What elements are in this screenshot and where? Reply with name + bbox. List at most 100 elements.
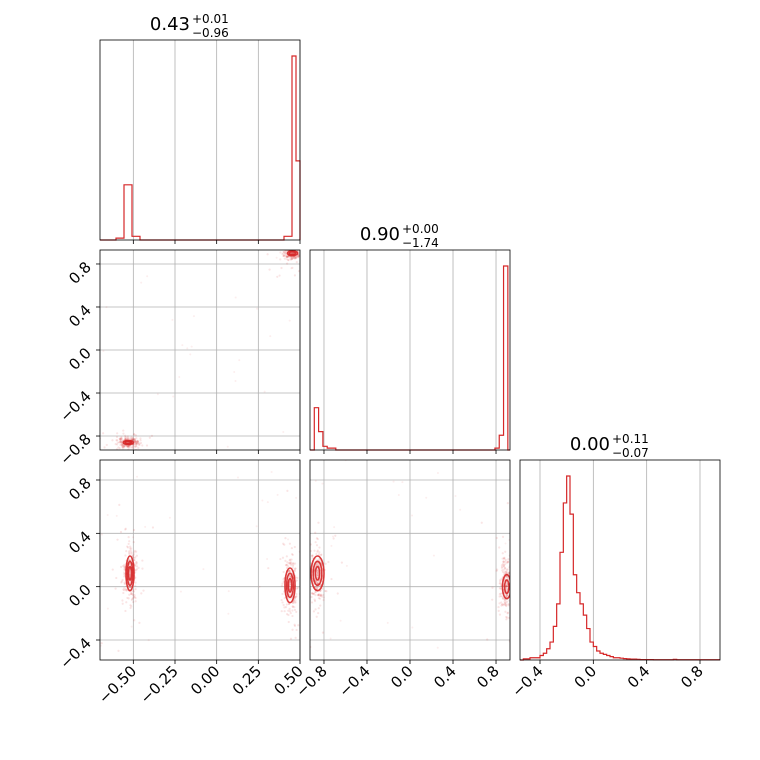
scatter-point: [288, 542, 292, 545]
scatter-point: [297, 624, 300, 627]
scatter-point: [271, 236, 273, 238]
scatter-outlier: [238, 359, 241, 362]
scatter-point: [125, 589, 128, 592]
x-tick-label: 0.4: [430, 662, 460, 692]
scatter-point: [500, 564, 504, 567]
scatter-point: [124, 588, 127, 591]
scatter-point: [504, 558, 507, 562]
scatter-point: [504, 584, 508, 587]
scatter-point: [284, 606, 288, 609]
scatter-point: [141, 559, 144, 562]
scatter-point: [319, 594, 322, 598]
scatter-point: [119, 530, 123, 534]
scatter-point: [105, 443, 108, 447]
scatter-point: [314, 591, 317, 594]
scatter-point: [295, 592, 298, 596]
scatter-point: [506, 568, 509, 571]
scatter-point: [511, 591, 513, 593]
scatter-point: [293, 568, 296, 571]
scatter-point: [501, 597, 505, 600]
scatter-point: [289, 612, 292, 615]
scatter-point: [523, 547, 525, 549]
scatter-point: [310, 595, 313, 599]
scatter-point: [497, 605, 500, 609]
scatter-point: [512, 581, 514, 583]
scatter-outlier: [333, 526, 336, 529]
scatter-point: [134, 550, 138, 553]
scatter-point: [119, 438, 122, 441]
scatter-point: [136, 439, 139, 442]
scatter-point: [295, 595, 298, 598]
scatter-point: [285, 250, 288, 252]
scatter-point: [502, 568, 505, 571]
scatter-outlier: [401, 481, 404, 484]
scatter-point: [142, 589, 145, 592]
scatter-point: [504, 601, 507, 604]
scatter-point: [119, 440, 122, 443]
scatter-point: [126, 436, 129, 439]
scatter-point: [121, 445, 124, 449]
scatter-point: [122, 445, 126, 448]
scatter-outlier: [234, 379, 237, 382]
scatter-point: [123, 446, 126, 449]
density-contour: [288, 250, 297, 256]
scatter-point: [311, 592, 314, 595]
scatter-point: [292, 246, 294, 248]
scatter-point: [291, 564, 295, 568]
scatter-point: [285, 255, 288, 258]
scatter-point: [133, 437, 137, 441]
scatter-point: [125, 550, 128, 553]
scatter-point: [128, 585, 131, 588]
scatter-point: [141, 455, 143, 457]
scatter-point: [311, 238, 313, 240]
scatter-point: [318, 551, 321, 554]
scatter-point: [316, 549, 320, 552]
scatter-point: [114, 587, 117, 590]
scatter-point: [130, 551, 133, 554]
scatter-point: [321, 631, 325, 634]
scatter-point: [283, 247, 285, 249]
axes-frame: [99, 39, 301, 241]
scatter-point: [120, 437, 123, 440]
scatter-point: [120, 441, 124, 444]
scatter-outlier: [234, 296, 237, 299]
scatter-point: [133, 619, 136, 622]
scatter-point: [312, 592, 316, 595]
scatter-point: [310, 554, 314, 558]
scatter-point: [134, 439, 137, 443]
scatter-panel-1-2: −0.8 −0.4 0.0 0.4 0.8: [292, 459, 525, 701]
scatter-point: [508, 571, 510, 574]
scatter-point: [303, 251, 305, 253]
scatter-point: [501, 595, 504, 598]
scatter-point: [288, 607, 291, 610]
scatter-point: [130, 592, 133, 595]
scatter-point: [133, 438, 136, 441]
y-tick-label: −0.4: [56, 634, 94, 672]
scatter-point: [504, 560, 507, 563]
scatter-point: [311, 556, 314, 560]
scatter-point: [103, 446, 106, 449]
scatter-point: [293, 601, 296, 604]
scatter-point: [505, 604, 508, 607]
scatter-point: [310, 549, 313, 553]
scatter-point: [302, 230, 304, 232]
scatter-point: [293, 257, 296, 260]
scatter-point: [130, 592, 133, 595]
scatter-point: [278, 662, 280, 664]
axes-frame: [519, 459, 721, 661]
scatter-point: [293, 545, 296, 549]
scatter-point: [505, 570, 508, 573]
scatter-point: [291, 257, 294, 260]
scatter-panel-0-2: −0.50−0.25 0.00 0.25 0.50−0.40.00.40.8: [56, 459, 307, 707]
scatter-point: [129, 604, 132, 607]
scatter-point: [294, 636, 297, 639]
scatter-point: [505, 618, 508, 621]
scatter-point: [317, 521, 320, 524]
scatter-point: [121, 444, 124, 447]
scatter-point: [505, 575, 508, 579]
scatter-point: [122, 429, 125, 432]
density-contour: [312, 560, 323, 587]
scatter-point: [510, 579, 512, 581]
x-tick-label: −0.25: [137, 662, 182, 707]
scatter-outlier: [329, 637, 332, 640]
